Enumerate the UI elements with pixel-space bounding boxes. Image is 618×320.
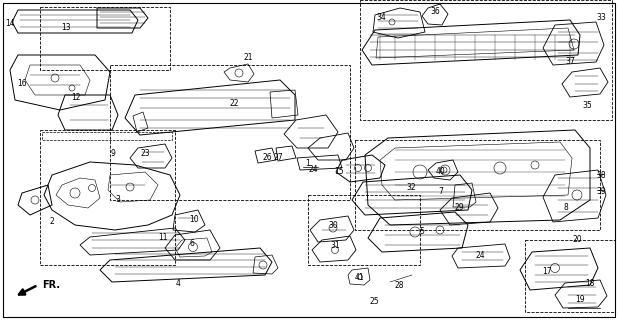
Text: 16: 16: [17, 79, 27, 89]
Text: 11: 11: [158, 233, 167, 242]
Text: 13: 13: [61, 23, 71, 33]
Bar: [360, 0, 612, 120]
Text: 30: 30: [328, 221, 338, 230]
Text: 37: 37: [565, 58, 575, 67]
Text: 17: 17: [542, 268, 552, 276]
Text: 2: 2: [49, 218, 54, 227]
Text: 1: 1: [306, 158, 310, 167]
Text: 24: 24: [475, 251, 485, 260]
Bar: [40, 130, 175, 265]
Text: 21: 21: [243, 52, 253, 61]
Text: 28: 28: [394, 281, 404, 290]
Text: 5: 5: [420, 228, 425, 236]
Text: 9: 9: [111, 148, 116, 157]
Text: 12: 12: [71, 92, 81, 101]
Bar: [308, 195, 420, 265]
Text: 35: 35: [582, 100, 592, 109]
Text: 18: 18: [585, 278, 595, 287]
Bar: [525, 240, 615, 312]
Text: 6: 6: [190, 238, 195, 247]
Text: 24: 24: [308, 165, 318, 174]
Text: 3: 3: [116, 196, 121, 204]
Text: 15: 15: [334, 166, 344, 175]
Text: 32: 32: [406, 182, 416, 191]
Text: 26: 26: [262, 154, 272, 163]
Bar: [110, 65, 350, 200]
Text: 20: 20: [572, 236, 582, 244]
Text: 40: 40: [435, 166, 445, 175]
Text: 31: 31: [330, 241, 340, 250]
Bar: [40, 7, 170, 70]
Text: 8: 8: [564, 203, 569, 212]
Text: 41: 41: [354, 273, 364, 282]
Text: 4: 4: [176, 279, 180, 289]
Text: 14: 14: [5, 19, 15, 28]
Text: 25: 25: [369, 298, 379, 307]
Text: 7: 7: [439, 187, 444, 196]
Text: 38: 38: [596, 172, 606, 180]
Text: 39: 39: [596, 187, 606, 196]
Text: 19: 19: [575, 294, 585, 303]
Text: 36: 36: [430, 7, 440, 17]
Text: FR.: FR.: [42, 280, 60, 290]
Text: 10: 10: [189, 214, 199, 223]
Text: 33: 33: [596, 13, 606, 22]
Text: 34: 34: [376, 13, 386, 22]
Text: 22: 22: [229, 99, 239, 108]
Bar: [355, 140, 600, 230]
Text: 27: 27: [273, 154, 283, 163]
Text: 29: 29: [454, 203, 464, 212]
Text: 23: 23: [140, 149, 150, 158]
